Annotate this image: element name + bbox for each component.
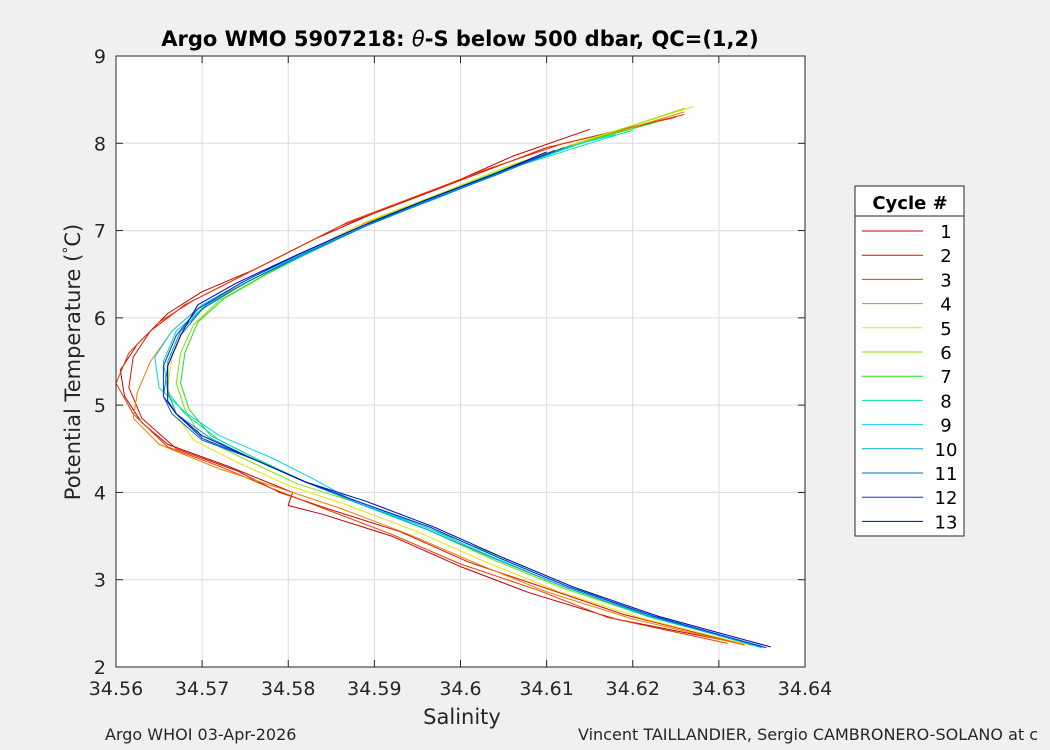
legend-label-cycle-6: 6 [940, 343, 951, 364]
legend-label-cycle-7: 7 [940, 367, 951, 388]
x-tick-label: 34.58 [261, 678, 315, 700]
legend-label-cycle-10: 10 [935, 440, 958, 461]
x-tick-label: 34.63 [692, 678, 746, 700]
legend-title: Cycle # [872, 193, 947, 214]
tick-layer: 34.56 34.57 34.58 34.59 34.6 34.61 34.62 34.63 3… [89, 46, 832, 700]
legend-label-cycle-11: 11 [935, 464, 958, 485]
y-tick-label: 7 [94, 221, 106, 243]
series-line-cycle-2 [128, 116, 737, 644]
y-tick-label: 3 [94, 570, 106, 592]
x-tick-label: 34.64 [778, 678, 832, 700]
series-line-cycle-13 [167, 151, 771, 648]
legend-label-cycle-9: 9 [940, 416, 951, 437]
y-tick-label: 9 [94, 46, 106, 68]
footer-right-credit: Vincent TAILLANDIER, Sergio CAMBRONERO-S… [578, 725, 1039, 744]
y-tick-label: 5 [94, 395, 106, 417]
chart-title: Argo WMO 5907218: θ-S below 500 dbar, QC… [161, 27, 758, 51]
y-axis-label: Potential Temperature (°C) [61, 224, 85, 500]
footer-left-credit: Argo WHOI 03-Apr-2026 [105, 725, 297, 744]
x-tick-label: 34.59 [347, 678, 401, 700]
legend-label-cycle-3: 3 [940, 270, 951, 291]
legend-label-cycle-2: 2 [940, 246, 951, 267]
legend-label-cycle-4: 4 [940, 295, 951, 316]
series-line-cycle-9 [154, 134, 763, 649]
x-tick-label: 34.62 [606, 678, 660, 700]
x-axis-label: Salinity [423, 705, 501, 729]
x-tick-label: 34.6 [439, 678, 481, 700]
y-tick-label: 6 [94, 308, 106, 330]
legend-label-cycle-8: 8 [940, 391, 951, 412]
legend-label-cycle-12: 12 [935, 488, 958, 509]
x-tick-label: 34.57 [175, 678, 229, 700]
legend-box [854, 185, 965, 537]
series-layer [115, 106, 771, 649]
y-tick-label: 4 [94, 482, 106, 504]
legend-label-cycle-13: 13 [935, 512, 958, 533]
legend-label-cycle-5: 5 [940, 319, 951, 340]
series-line-cycle-1 [119, 128, 745, 645]
grid [116, 56, 805, 667]
x-tick-label: 34.56 [89, 678, 143, 700]
y-tick-label: 2 [94, 657, 106, 679]
x-tick-label: 34.61 [519, 678, 573, 700]
legend-label-cycle-1: 1 [940, 222, 951, 243]
y-tick-label: 8 [94, 133, 106, 155]
